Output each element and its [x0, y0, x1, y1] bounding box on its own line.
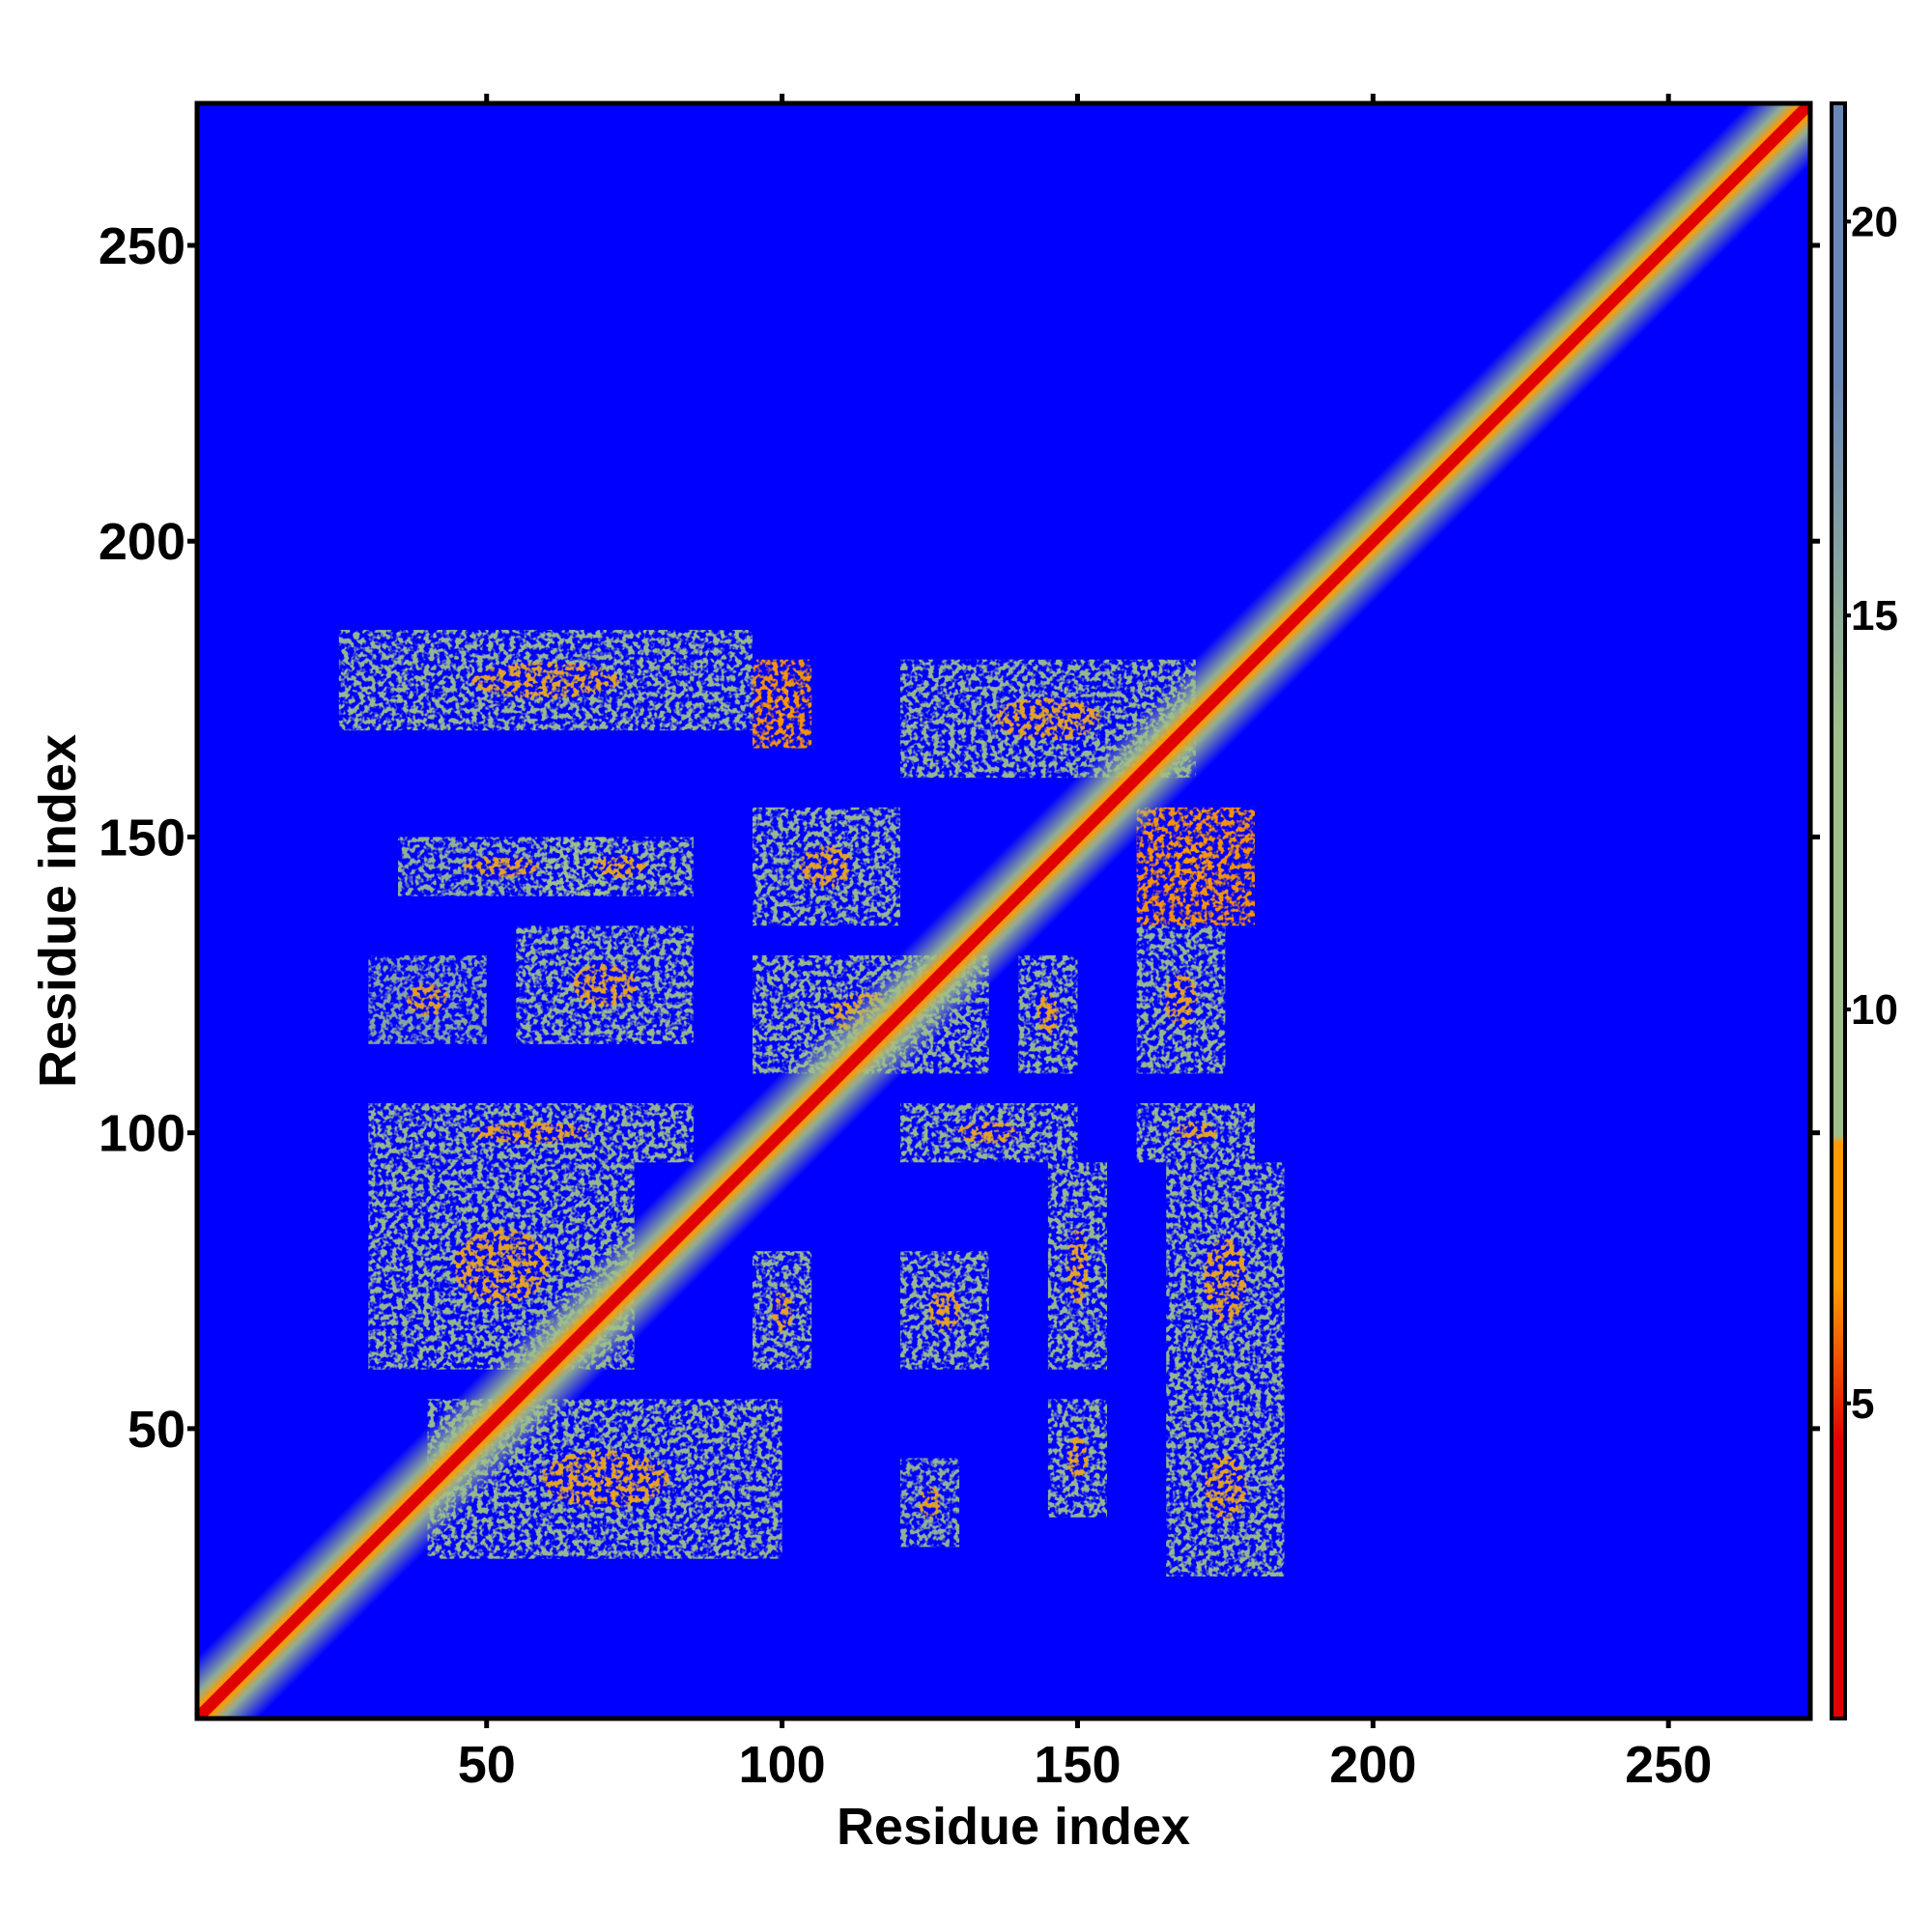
contact-hotspot — [1204, 1456, 1247, 1520]
contact-hotspot — [919, 1486, 941, 1519]
diagonal-band — [197, 103, 1810, 1719]
y-tick-label: 150 — [99, 809, 185, 867]
contact-region — [1136, 925, 1226, 1074]
contact-hotspot — [1037, 993, 1059, 1037]
x-tick-label: 250 — [1625, 1736, 1712, 1794]
x-tick-label: 150 — [1034, 1736, 1121, 1794]
x-tick-label: 100 — [739, 1736, 826, 1794]
contact-hotspot — [472, 1122, 590, 1144]
y-tick-label: 250 — [99, 217, 185, 275]
contact-hotspot — [956, 1122, 1021, 1144]
plot-frame — [194, 100, 1813, 1721]
y-tick-label: 50 — [128, 1401, 185, 1459]
colorbar: 5 10 15 20 — [1830, 101, 1898, 1720]
contact-region — [1166, 1399, 1285, 1577]
contact-hotspot — [1165, 973, 1198, 1027]
x-tick-label: 200 — [1329, 1736, 1416, 1794]
contact-region — [899, 1458, 960, 1548]
top-axis-ticks — [484, 94, 1671, 103]
contact-hotspot — [1174, 1122, 1217, 1144]
contact-hotspot — [771, 1289, 793, 1332]
contact-hotspot — [771, 688, 793, 721]
contact-region — [753, 659, 812, 749]
contact-region — [1047, 1399, 1108, 1518]
contact-hotspot — [1066, 1436, 1089, 1480]
contact-region — [899, 1251, 989, 1370]
contact-region — [1018, 954, 1078, 1074]
contact-hotspot — [592, 856, 646, 878]
contact-hotspot — [464, 856, 539, 878]
colorbar-tick-label: 10 — [1851, 986, 1898, 1034]
contact-hotspot — [1174, 845, 1217, 889]
contact-hotspot — [799, 845, 854, 889]
contact-region — [1047, 1162, 1108, 1370]
y-axis: 50 100 150 200 250 — [99, 217, 197, 1459]
heatmap-plot-area — [194, 100, 1813, 1721]
colorbar-tick-label: 5 — [1851, 1380, 1874, 1428]
contact-hotspot — [541, 1450, 669, 1508]
colorbar-gradient — [1830, 101, 1847, 1720]
y-axis-title: Residue index — [29, 734, 87, 1088]
contact-region — [368, 954, 487, 1044]
x-axis: 50 100 150 200 250 — [458, 1719, 1712, 1794]
colorbar-tick-label: 15 — [1851, 592, 1898, 639]
contact-region — [1136, 1103, 1255, 1163]
contact-region — [1136, 807, 1255, 926]
contact-hotspot — [928, 1289, 961, 1332]
x-axis-title: Residue index — [837, 1798, 1190, 1856]
contact-region — [545, 837, 694, 896]
contact-region — [899, 1103, 1078, 1163]
contact-region — [338, 630, 753, 731]
contact-hotspot — [470, 662, 620, 698]
contact-region — [753, 807, 900, 926]
contact-region — [753, 1251, 812, 1370]
contact-region — [368, 1103, 694, 1163]
contact-region — [1166, 1162, 1285, 1400]
contact-hotspot — [994, 696, 1101, 741]
right-axis-ticks — [1810, 242, 1820, 1432]
contact-hotspot — [406, 983, 449, 1016]
contact-region — [516, 925, 694, 1044]
diagonal-band-core — [197, 103, 1810, 1719]
contact-hotspot — [1204, 1237, 1247, 1323]
contact-hotspot — [453, 1228, 550, 1304]
y-tick-label: 200 — [99, 513, 185, 571]
x-tick-label: 50 — [458, 1736, 516, 1794]
contact-hotspot — [573, 963, 638, 1007]
contact-hotspot — [1066, 1228, 1089, 1304]
colorbar-tick-label: 20 — [1851, 198, 1898, 245]
y-tick-label: 100 — [99, 1105, 185, 1163]
